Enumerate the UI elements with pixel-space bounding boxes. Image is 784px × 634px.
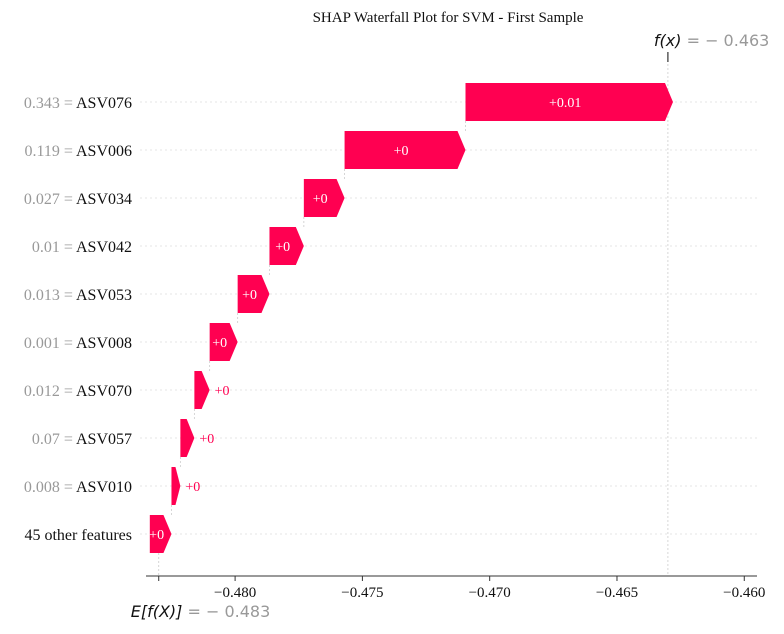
feature-label: 0.343 = ASV076	[24, 95, 132, 112]
feature-name: ASV006	[76, 143, 132, 160]
feature-name: ASV057	[76, 431, 132, 448]
bar-asv008	[209, 323, 238, 361]
bar-asv057	[180, 419, 195, 457]
feature-label: 0.01 = ASV042	[32, 239, 132, 256]
feature-label: 0.012 = ASV070	[24, 383, 132, 400]
bar-value-label: +0	[242, 288, 257, 303]
x-axis: −0.480 −0.475 −0.470 −0.465 −0.460	[146, 575, 765, 601]
feature-label: 0.07 = ASV057	[32, 431, 132, 448]
feature-label: 0.001 = ASV008	[24, 335, 132, 352]
feature-value: 0.001 =	[24, 335, 76, 352]
bar-asv053	[237, 275, 270, 313]
bar-value-label: +0	[394, 144, 409, 159]
feature-name: ASV042	[76, 239, 132, 256]
feature-value: 0.013 =	[24, 287, 76, 304]
feature-value: 0.027 =	[24, 191, 76, 208]
output-value-label-value: = − 0.463	[681, 31, 769, 50]
feature-name: ASV053	[76, 287, 132, 304]
output-value-label: f(x) = − 0.463	[654, 31, 769, 50]
bar-value-label: +0	[215, 384, 230, 399]
x-tick-label: −0.475	[341, 585, 383, 601]
bar-asv010	[171, 467, 181, 505]
bar-value-label: +0	[185, 480, 200, 495]
bar-asv006	[344, 131, 466, 169]
feature-value: 0.01 =	[32, 239, 76, 256]
bar-value-label: +0	[149, 528, 164, 543]
bar-value-label: +0	[313, 192, 328, 207]
feature-label: 0.013 = ASV053	[24, 287, 132, 304]
bar-value-label: +0	[275, 240, 290, 255]
feature-label: 0.027 = ASV034	[24, 191, 132, 208]
feature-value: 0.008 =	[24, 479, 76, 496]
connector-lines	[158, 52, 669, 576]
bar-value-label: +0	[212, 336, 227, 351]
base-value-label-expr: E[f(X)]	[131, 602, 183, 621]
feature-label: 45 other features	[24, 527, 132, 544]
feature-label: 0.119 = ASV006	[24, 143, 132, 160]
feature-label: 0.008 = ASV010	[24, 479, 132, 496]
x-tick-label: −0.460	[723, 585, 765, 601]
output-value-label-expr: f(x)	[654, 31, 682, 50]
annotations: f(x) = − 0.463 E[f(X)] = − 0.483	[131, 31, 770, 621]
bar-value-label: +0	[199, 432, 214, 447]
chart-title: SHAP Waterfall Plot for SVM - First Samp…	[313, 10, 584, 26]
bar-value-label: +0.01	[549, 96, 581, 111]
bar-asv034	[303, 179, 345, 217]
feature-name: 45 other features	[24, 527, 132, 544]
feature-name: ASV008	[76, 335, 132, 352]
base-value-label-value: = − 0.483	[182, 602, 270, 621]
feature-name: ASV010	[76, 479, 132, 496]
base-value-label: E[f(X)] = − 0.483	[131, 602, 271, 621]
bar-asv076	[465, 83, 673, 121]
feature-value: 0.119 =	[24, 143, 76, 160]
bar-45-other-features	[149, 515, 172, 553]
feature-value: 0.07 =	[32, 431, 76, 448]
x-tick-label: −0.465	[596, 585, 638, 601]
feature-name: ASV076	[76, 95, 132, 112]
feature-value: 0.343 =	[24, 95, 76, 112]
bars: +0.01 +0 +0 +0 +0 +0 +0 +0 +0 +0	[149, 83, 673, 553]
row-labels: 0.343 = ASV076 0.119 = ASV006 0.027 = ASV0…	[24, 95, 132, 544]
bar-asv042	[269, 227, 304, 265]
x-tick-label: −0.470	[469, 585, 511, 601]
bar-asv070	[194, 371, 210, 409]
feature-name: ASV070	[76, 383, 132, 400]
feature-value: 0.012 =	[24, 383, 76, 400]
x-tick-label: −0.480	[214, 585, 256, 601]
feature-name: ASV034	[76, 191, 132, 208]
